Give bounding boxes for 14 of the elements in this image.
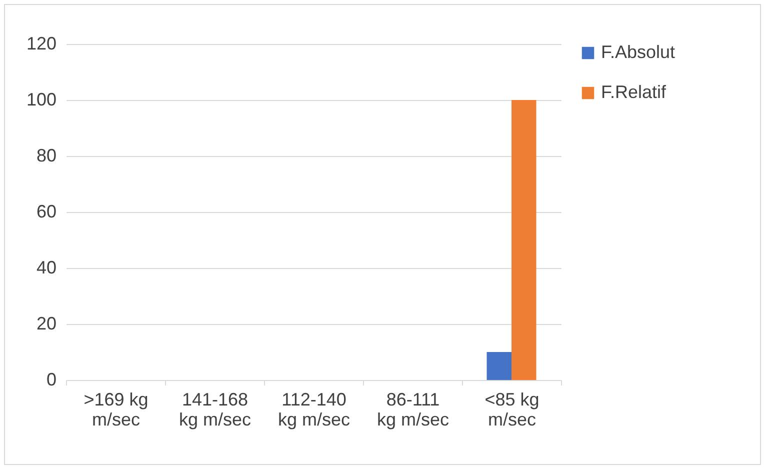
x-tick-label: 112-140 kg m/sec: [278, 390, 350, 430]
x-tick-label: 86-111 kg m/sec: [376, 390, 450, 430]
x-tick-label: 141-168 kg m/sec: [178, 390, 252, 430]
y-tick-label: 100: [26, 90, 56, 110]
y-tick-label: 120: [26, 34, 56, 54]
x-tick-label: >169 kg m/sec: [84, 390, 148, 430]
y-tick-label: 80: [36, 146, 56, 166]
y-tick-label: 0: [46, 370, 56, 390]
legend-label: F.Relatif: [601, 82, 668, 102]
x-tick-label: <85 kg m/sec: [484, 390, 540, 430]
legend-label: F.Absolut: [601, 42, 676, 62]
y-tick-label: 20: [36, 314, 56, 334]
y-tick-label: 40: [36, 258, 56, 278]
y-tick-label: 60: [36, 202, 56, 222]
